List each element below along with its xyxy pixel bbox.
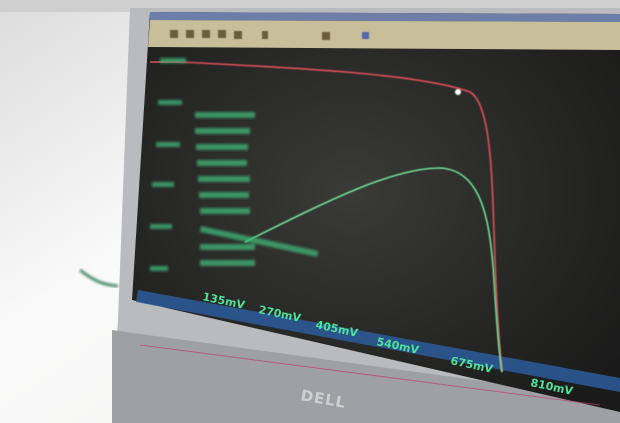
cursor	[455, 89, 461, 95]
readout-panel	[150, 58, 319, 271]
cable	[79, 268, 119, 288]
title-bar	[150, 12, 620, 22]
toolbar-icons	[170, 30, 369, 40]
power-curve	[244, 167, 503, 373]
toolbar	[148, 20, 620, 50]
iv-curve	[179, 61, 503, 373]
x-axis-line	[139, 344, 601, 406]
bezel-bottom	[112, 330, 620, 423]
status-strip	[136, 290, 620, 392]
